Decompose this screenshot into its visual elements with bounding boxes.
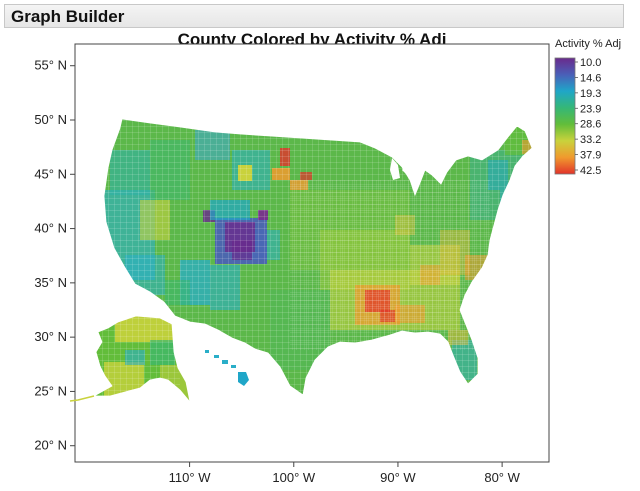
great-lake-huron xyxy=(402,160,416,178)
legend-color-bar[interactable] xyxy=(554,57,576,175)
legend-stop-label: 10.0 xyxy=(580,57,601,69)
hawaii-region[interactable] xyxy=(205,350,249,386)
y-axis: 20° N 25° N 30° N 35° N 40° N 45° N 50° N 55° N xyxy=(34,58,75,453)
legend-stop-label: 14.6 xyxy=(580,72,601,84)
legend-stop-label: 37.9 xyxy=(580,150,601,162)
y-tick-label: 50° N xyxy=(34,112,67,127)
legend-stop-label: 28.6 xyxy=(580,119,601,131)
great-lake-michigan xyxy=(390,158,400,180)
legend-stop-label: 23.9 xyxy=(580,103,601,115)
graph-builder-header: Graph Builder xyxy=(4,4,624,28)
x-tick-label: 90° W xyxy=(380,470,416,485)
y-tick-label: 35° N xyxy=(34,275,67,290)
legend-title: Activity % Adj xyxy=(555,38,621,50)
y-tick-label: 25° N xyxy=(34,383,67,398)
y-tick-label: 20° N xyxy=(34,438,67,453)
color-legend[interactable]: Activity % Adj 10.0 14.6 19.3 23.9 28.6 33.2 37… xyxy=(554,38,621,177)
y-tick-label: 45° N xyxy=(34,166,67,181)
x-tick-label: 80° W xyxy=(484,470,520,485)
legend-stop-label: 19.3 xyxy=(580,88,601,100)
y-tick-label: 30° N xyxy=(34,329,67,344)
x-axis: 110° W 100° W 90° W 80° W xyxy=(169,462,521,485)
legend-stop-label: 33.2 xyxy=(580,134,601,146)
y-tick-label: 55° N xyxy=(34,58,67,73)
x-tick-label: 100° W xyxy=(272,470,316,485)
y-tick-label: 40° N xyxy=(34,221,67,236)
x-tick-label: 110° W xyxy=(169,470,212,485)
legend-stop-label: 42.5 xyxy=(580,165,601,177)
header-title: Graph Builder xyxy=(11,7,125,26)
